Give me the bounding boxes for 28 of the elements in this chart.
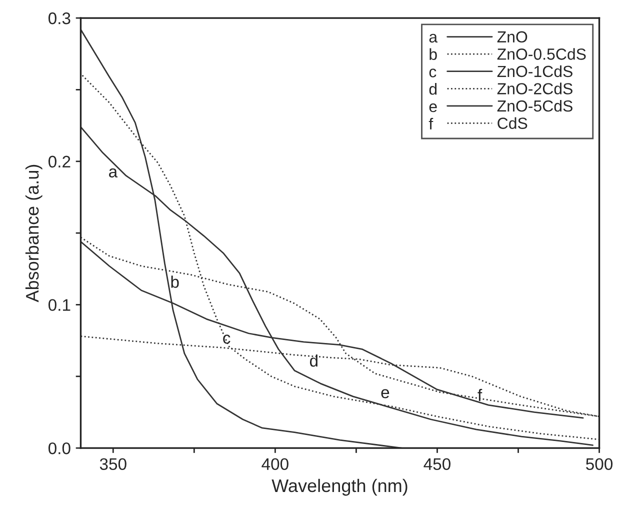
legend-label: ZnO-5CdS	[497, 100, 572, 112]
legend-label: ZnO-2CdS	[497, 82, 572, 94]
text: a	[429, 34, 438, 43]
y-axis-title: Absorbance (a.u)	[25, 164, 42, 302]
text: d	[429, 83, 437, 95]
text: f	[428, 118, 434, 130]
y-tick-label: 0.3	[48, 12, 70, 24]
y-tick-label: 0.2	[48, 156, 70, 168]
annotation: f	[478, 388, 482, 401]
legend-label: CdS	[498, 117, 528, 129]
text: b	[430, 48, 437, 60]
annotation: c	[223, 334, 230, 344]
x-tick-label: 450	[424, 458, 450, 470]
legend-label: ZnO	[497, 31, 528, 43]
legend-label: ZnO-0.5CdS	[497, 48, 586, 60]
x-tick-label: 500	[586, 458, 613, 470]
x-tick-label: 350	[100, 458, 126, 470]
annotation: b	[171, 276, 179, 288]
annotation: e	[381, 389, 390, 398]
x-axis-title: Wavelength (nm)	[272, 478, 408, 496]
legend-label: ZnO-1CdS	[497, 65, 572, 78]
y-tick-label: 0.0	[48, 442, 70, 454]
y-tick-label: 0.1	[48, 299, 70, 311]
text: e	[429, 103, 437, 112]
x-tick-label: 400	[262, 458, 288, 470]
annotation: a	[109, 168, 118, 178]
text: c	[429, 68, 436, 78]
annotation: d	[310, 354, 318, 367]
